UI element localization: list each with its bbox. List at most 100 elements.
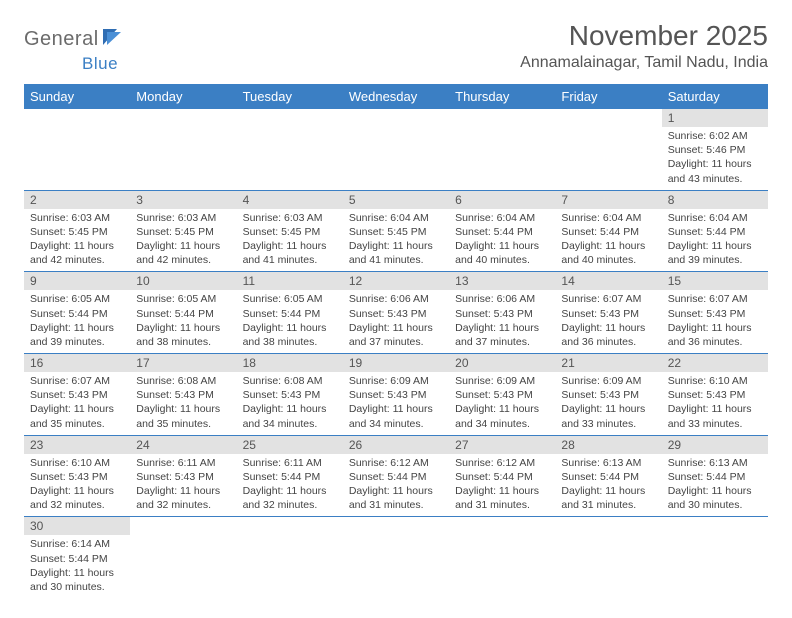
day-details: Sunrise: 6:10 AMSunset: 5:43 PMDaylight:…	[24, 454, 130, 517]
weekday-header: Sunday Monday Tuesday Wednesday Thursday…	[24, 84, 768, 109]
day-cell	[555, 109, 661, 190]
sunset-text: Sunset: 5:43 PM	[455, 307, 549, 321]
brand-logo: General	[24, 28, 127, 51]
day-details: Sunrise: 6:04 AMSunset: 5:44 PMDaylight:…	[449, 209, 555, 272]
day-cell	[449, 109, 555, 190]
day-cell: 16Sunrise: 6:07 AMSunset: 5:43 PMDayligh…	[24, 354, 130, 435]
sunset-text: Sunset: 5:43 PM	[455, 388, 549, 402]
day-cell	[555, 517, 661, 598]
sunrise-text: Sunrise: 6:07 AM	[30, 374, 124, 388]
calendar-page: General November 2025 Annamalainagar, Ta…	[0, 0, 792, 618]
sunset-text: Sunset: 5:43 PM	[243, 388, 337, 402]
day-details: Sunrise: 6:03 AMSunset: 5:45 PMDaylight:…	[237, 209, 343, 272]
sunrise-text: Sunrise: 6:06 AM	[455, 292, 549, 306]
sunrise-text: Sunrise: 6:09 AM	[349, 374, 443, 388]
day-details: Sunrise: 6:11 AMSunset: 5:44 PMDaylight:…	[237, 454, 343, 517]
sunset-text: Sunset: 5:43 PM	[349, 388, 443, 402]
day-details: Sunrise: 6:12 AMSunset: 5:44 PMDaylight:…	[343, 454, 449, 517]
weekday-fri: Friday	[555, 84, 661, 109]
day-cell: 6Sunrise: 6:04 AMSunset: 5:44 PMDaylight…	[449, 191, 555, 272]
day-number: 13	[449, 272, 555, 290]
sunrise-text: Sunrise: 6:04 AM	[349, 211, 443, 225]
day-number: 9	[24, 272, 130, 290]
sunrise-text: Sunrise: 6:14 AM	[30, 537, 124, 551]
daylight-text: Daylight: 11 hours and 31 minutes.	[561, 484, 655, 512]
day-cell: 27Sunrise: 6:12 AMSunset: 5:44 PMDayligh…	[449, 436, 555, 517]
calendar: Sunday Monday Tuesday Wednesday Thursday…	[24, 84, 768, 598]
daylight-text: Daylight: 11 hours and 34 minutes.	[455, 402, 549, 430]
day-cell: 26Sunrise: 6:12 AMSunset: 5:44 PMDayligh…	[343, 436, 449, 517]
day-number	[24, 109, 130, 127]
sunrise-text: Sunrise: 6:04 AM	[455, 211, 549, 225]
day-number: 14	[555, 272, 661, 290]
sunset-text: Sunset: 5:43 PM	[668, 307, 762, 321]
day-number: 21	[555, 354, 661, 372]
sunrise-text: Sunrise: 6:08 AM	[136, 374, 230, 388]
day-cell	[24, 109, 130, 190]
weekday-tue: Tuesday	[237, 84, 343, 109]
weekday-wed: Wednesday	[343, 84, 449, 109]
sunset-text: Sunset: 5:45 PM	[349, 225, 443, 239]
daylight-text: Daylight: 11 hours and 36 minutes.	[668, 321, 762, 349]
daylight-text: Daylight: 11 hours and 35 minutes.	[136, 402, 230, 430]
day-cell: 22Sunrise: 6:10 AMSunset: 5:43 PMDayligh…	[662, 354, 768, 435]
day-number: 30	[24, 517, 130, 535]
daylight-text: Daylight: 11 hours and 30 minutes.	[668, 484, 762, 512]
day-cell: 14Sunrise: 6:07 AMSunset: 5:43 PMDayligh…	[555, 272, 661, 353]
day-number: 3	[130, 191, 236, 209]
day-details: Sunrise: 6:07 AMSunset: 5:43 PMDaylight:…	[24, 372, 130, 435]
day-number: 29	[662, 436, 768, 454]
daylight-text: Daylight: 11 hours and 35 minutes.	[30, 402, 124, 430]
day-cell: 5Sunrise: 6:04 AMSunset: 5:45 PMDaylight…	[343, 191, 449, 272]
sunrise-text: Sunrise: 6:05 AM	[136, 292, 230, 306]
day-cell: 11Sunrise: 6:05 AMSunset: 5:44 PMDayligh…	[237, 272, 343, 353]
sunset-text: Sunset: 5:44 PM	[243, 470, 337, 484]
daylight-text: Daylight: 11 hours and 37 minutes.	[349, 321, 443, 349]
sunrise-text: Sunrise: 6:03 AM	[30, 211, 124, 225]
sunset-text: Sunset: 5:43 PM	[561, 307, 655, 321]
sunrise-text: Sunrise: 6:03 AM	[136, 211, 230, 225]
weekday-mon: Monday	[130, 84, 236, 109]
sunrise-text: Sunrise: 6:12 AM	[349, 456, 443, 470]
week-row: 9 Sunrise: 6:05 AMSunset: 5:44 PMDaylight…	[24, 272, 768, 354]
daylight-text: Daylight: 11 hours and 39 minutes.	[30, 321, 124, 349]
day-number: 16	[24, 354, 130, 372]
day-number: 12	[343, 272, 449, 290]
week-row: 1Sunrise: 6:02 AMSunset: 5:46 PMDaylight…	[24, 109, 768, 191]
daylight-text: Daylight: 11 hours and 32 minutes.	[136, 484, 230, 512]
daylight-text: Daylight: 11 hours and 39 minutes.	[668, 239, 762, 267]
day-details: Sunrise: 6:09 AMSunset: 5:43 PMDaylight:…	[343, 372, 449, 435]
sunrise-text: Sunrise: 6:13 AM	[668, 456, 762, 470]
day-number: 11	[237, 272, 343, 290]
daylight-text: Daylight: 11 hours and 31 minutes.	[455, 484, 549, 512]
daylight-text: Daylight: 11 hours and 30 minutes.	[30, 566, 124, 594]
day-number	[555, 517, 661, 535]
week-row: 2Sunrise: 6:03 AMSunset: 5:45 PMDaylight…	[24, 191, 768, 273]
day-details: Sunrise: 6:07 AMSunset: 5:43 PMDaylight:…	[555, 290, 661, 353]
day-cell	[449, 517, 555, 598]
daylight-text: Daylight: 11 hours and 31 minutes.	[349, 484, 443, 512]
day-cell: 15Sunrise: 6:07 AMSunset: 5:43 PMDayligh…	[662, 272, 768, 353]
day-number: 8	[662, 191, 768, 209]
day-details: Sunrise: 6:08 AMSunset: 5:43 PMDaylight:…	[237, 372, 343, 435]
day-cell	[662, 517, 768, 598]
day-cell: 10Sunrise: 6:05 AMSunset: 5:44 PMDayligh…	[130, 272, 236, 353]
sunset-text: Sunset: 5:44 PM	[455, 225, 549, 239]
sunset-text: Sunset: 5:43 PM	[561, 388, 655, 402]
sunset-text: Sunset: 5:45 PM	[136, 225, 230, 239]
day-details: Sunrise: 6:05 AMSunset: 5:44 PMDaylight:…	[237, 290, 343, 353]
sunrise-text: Sunrise: 6:11 AM	[136, 456, 230, 470]
sunrise-text: Sunrise: 6:09 AM	[561, 374, 655, 388]
sunset-text: Sunset: 5:44 PM	[349, 470, 443, 484]
day-number: 22	[662, 354, 768, 372]
sunset-text: Sunset: 5:44 PM	[455, 470, 549, 484]
day-number: 10	[130, 272, 236, 290]
day-cell	[237, 109, 343, 190]
sunset-text: Sunset: 5:43 PM	[349, 307, 443, 321]
day-details: Sunrise: 6:13 AMSunset: 5:44 PMDaylight:…	[662, 454, 768, 517]
day-cell: 1Sunrise: 6:02 AMSunset: 5:46 PMDaylight…	[662, 109, 768, 190]
day-cell: 18Sunrise: 6:08 AMSunset: 5:43 PMDayligh…	[237, 354, 343, 435]
sunrise-text: Sunrise: 6:07 AM	[561, 292, 655, 306]
sunset-text: Sunset: 5:46 PM	[668, 143, 762, 157]
daylight-text: Daylight: 11 hours and 33 minutes.	[561, 402, 655, 430]
